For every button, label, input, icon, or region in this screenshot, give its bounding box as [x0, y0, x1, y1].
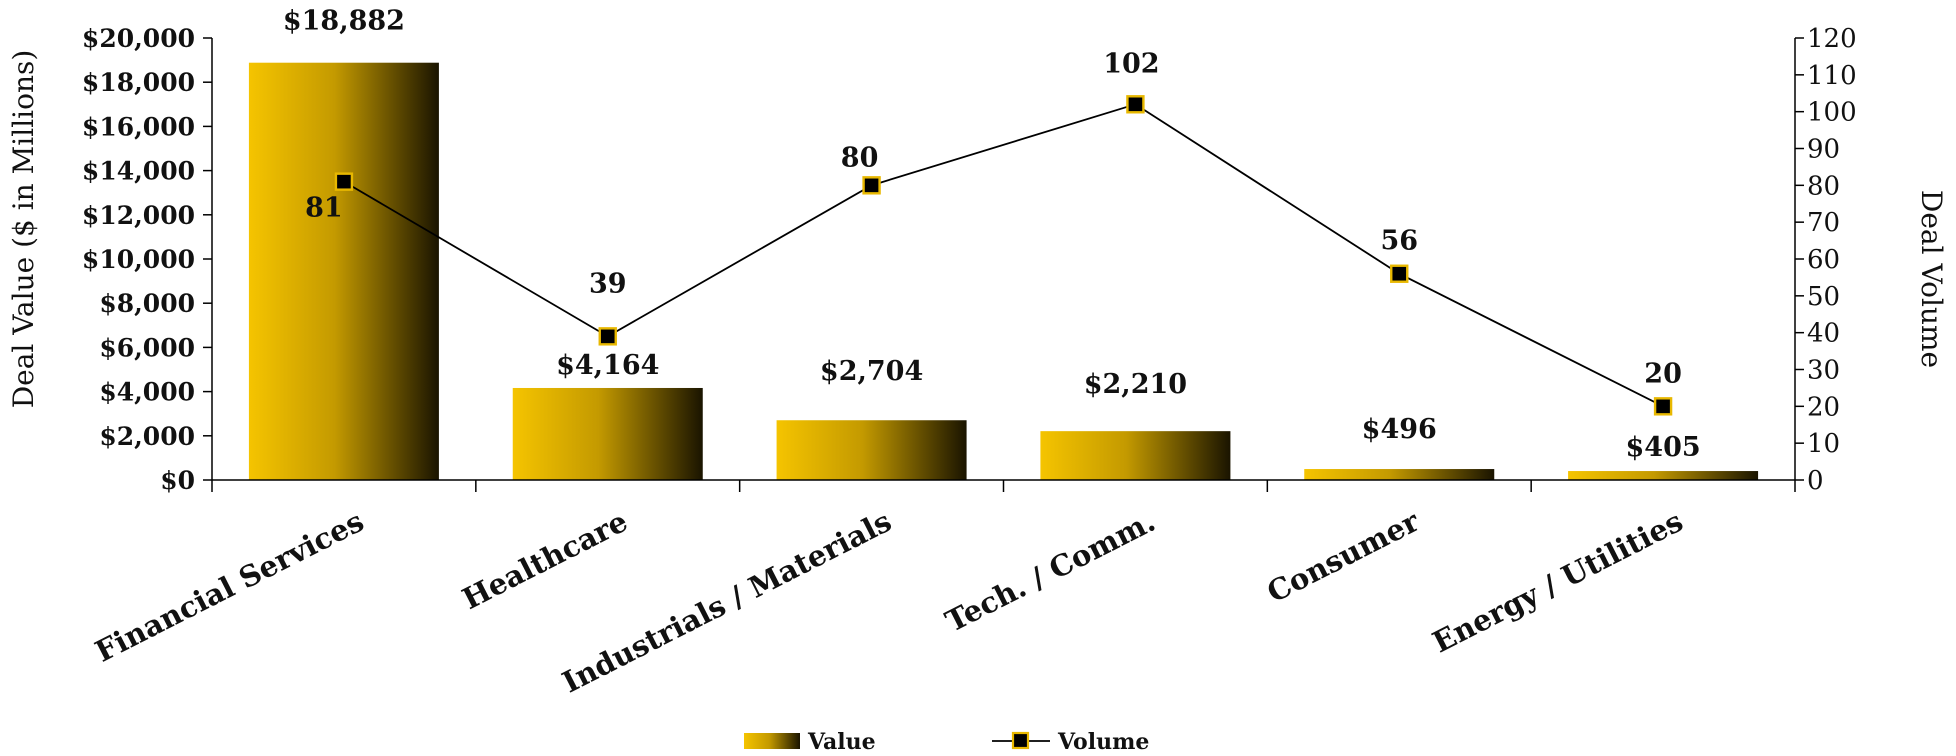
bar-value-label: $18,882 [283, 6, 405, 37]
bar-value-label: $4,164 [556, 350, 659, 381]
x-tick-label: Tech. / Comm. [940, 504, 1161, 639]
volume-value-label: 102 [1103, 48, 1159, 79]
y-tick-label: $10,000 [82, 245, 195, 274]
y2-tick-label: 60 [1807, 245, 1840, 275]
bar-4 [1304, 469, 1495, 480]
y-tick-label: $14,000 [82, 157, 195, 186]
volume-value-label: 56 [1380, 226, 1418, 257]
bar-value-label: $2,210 [1084, 369, 1187, 400]
y2-axis-title: Deal Volume [1915, 190, 1948, 368]
y2-tick-label: 100 [1807, 98, 1857, 128]
y-tick-label: $16,000 [82, 112, 195, 141]
bar-value-label: $405 [1626, 432, 1701, 463]
y2-tick-label: 10 [1807, 429, 1840, 459]
y-tick-label: $0 [160, 466, 195, 495]
volume-value-label: 81 [305, 193, 343, 224]
bar-3 [1040, 431, 1231, 480]
volume-line [343, 103, 1664, 408]
x-tick-label: Healthcare [457, 504, 633, 616]
y-tick-label: $6,000 [99, 333, 195, 362]
volume-value-label: 20 [1644, 358, 1682, 389]
legend-volume-label: Volume [1057, 729, 1149, 755]
y2-tick-label: 30 [1807, 356, 1840, 386]
volume-point-3 [1126, 95, 1145, 114]
volume-value-label: 80 [841, 142, 879, 173]
line-layer [334, 95, 1673, 416]
legend-value-label: Value [807, 729, 876, 755]
legend: Value Volume [744, 729, 1149, 755]
x-tick-label: Consumer [1262, 504, 1425, 610]
y2-tick-label: 90 [1807, 135, 1840, 165]
volume-point-4 [1390, 264, 1409, 283]
bar-2 [776, 420, 967, 480]
y-tick-label: $4,000 [99, 378, 195, 407]
bars-layer [248, 62, 1759, 481]
y2-tick-label: 110 [1807, 61, 1857, 91]
y2-tick-label: 70 [1807, 208, 1840, 238]
volume-point-5 [1653, 397, 1673, 416]
bar-value-label: $496 [1362, 414, 1437, 445]
bar-0 [248, 62, 439, 481]
x-tick-label: Financial Services [90, 504, 369, 669]
y-tick-label: $18,000 [82, 68, 195, 97]
y2-tick-label: 50 [1807, 282, 1840, 312]
bar-5 [1568, 471, 1759, 480]
x-tick-label: Energy / Utilities [1427, 504, 1688, 659]
y2-tick-label: 120 [1807, 24, 1857, 54]
labels-layer: $18,882 $4,164 $2,704 $2,210 $496 $405 81 39 80 1… [283, 6, 1701, 463]
y2-tick-label: 0 [1807, 466, 1824, 496]
volume-point-0 [334, 172, 354, 191]
y2-tick-label: 80 [1807, 171, 1840, 201]
y2-tick-label: 20 [1807, 392, 1840, 422]
volume-point-1 [598, 327, 617, 346]
legend-value-swatch [744, 733, 800, 749]
y-axis-title: Deal Value ($ in Millions) [7, 50, 40, 409]
y-tick-label: $8,000 [99, 289, 195, 318]
y-tick-label: $20,000 [82, 24, 195, 53]
volume-value-label: 39 [589, 268, 627, 299]
volume-point-2 [862, 176, 881, 195]
legend-volume-marker [1011, 731, 1030, 750]
y-tick-label: $2,000 [99, 422, 195, 451]
y-tick-label: $12,000 [82, 201, 195, 230]
bar-1 [512, 387, 703, 480]
bar-value-label: $2,704 [820, 356, 923, 387]
y2-tick-label: 40 [1807, 319, 1840, 349]
